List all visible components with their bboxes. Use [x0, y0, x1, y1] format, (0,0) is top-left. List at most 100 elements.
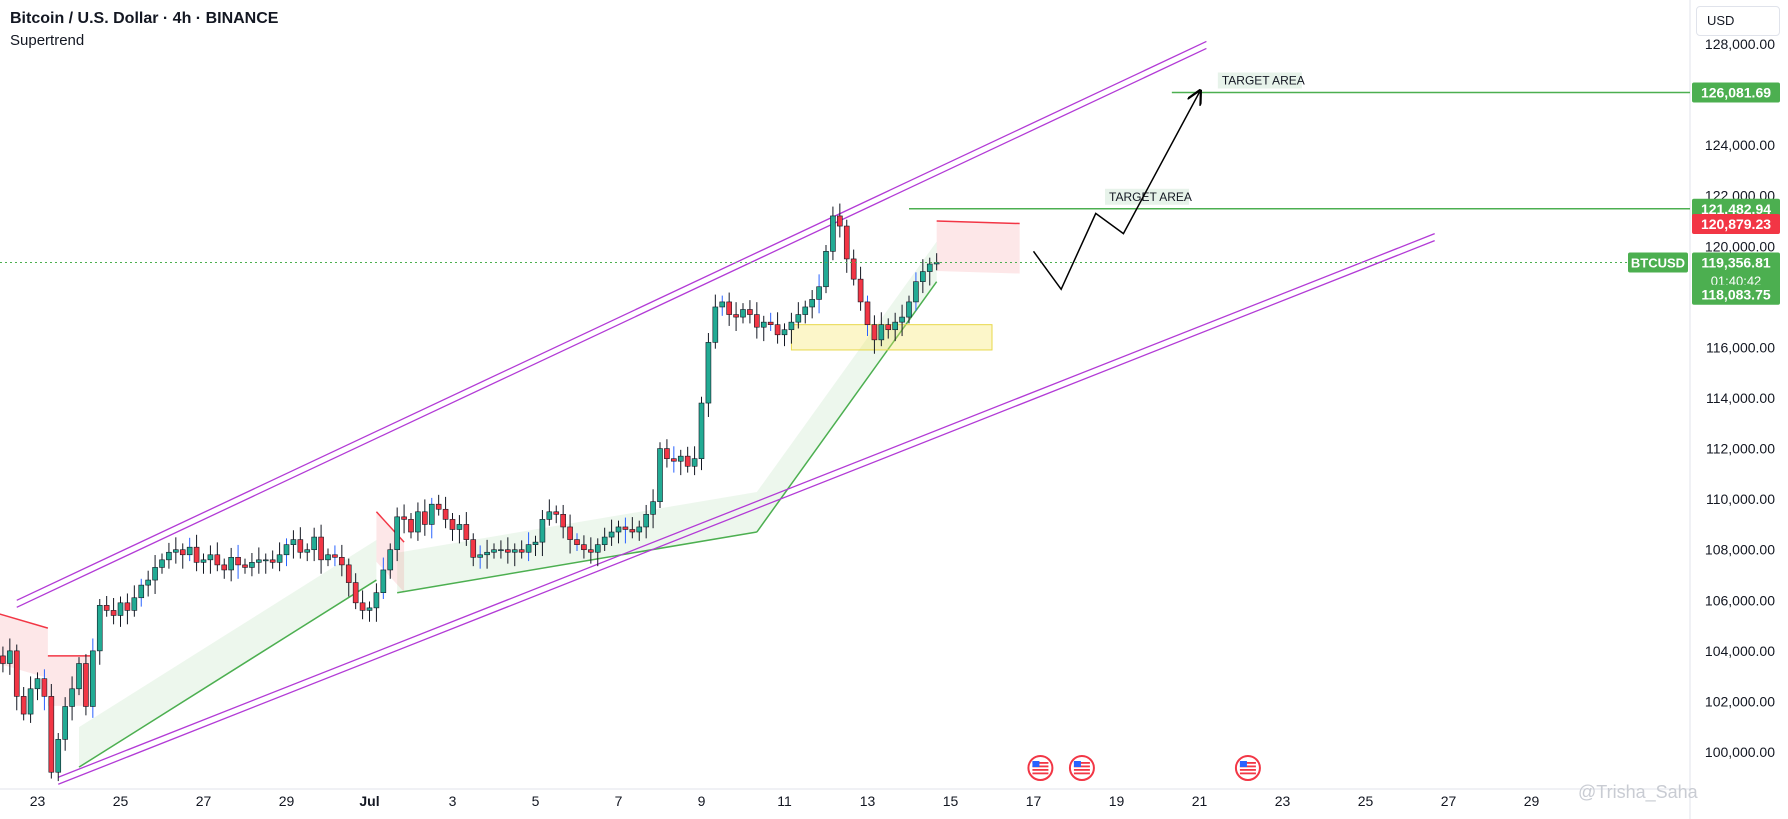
candle[interactable] — [864, 295, 871, 337]
candle[interactable] — [567, 514, 573, 554]
candle[interactable] — [96, 599, 103, 665]
candle[interactable] — [131, 585, 138, 617]
candle[interactable] — [726, 292, 732, 326]
candle[interactable] — [145, 570, 151, 597]
candle[interactable] — [124, 593, 131, 625]
candle[interactable] — [186, 537, 193, 562]
candle[interactable] — [235, 544, 241, 579]
candle[interactable] — [83, 654, 89, 716]
candle[interactable] — [629, 517, 636, 539]
candle[interactable] — [760, 315, 767, 342]
candle[interactable] — [449, 513, 456, 541]
candle[interactable] — [62, 697, 68, 751]
candle[interactable] — [193, 534, 200, 572]
candle[interactable] — [574, 533, 580, 551]
candle[interactable] — [179, 543, 186, 569]
candle[interactable] — [41, 669, 48, 711]
candle[interactable] — [588, 537, 594, 564]
candle[interactable] — [13, 644, 20, 711]
candle[interactable] — [408, 513, 414, 539]
candle[interactable] — [498, 540, 504, 559]
candle[interactable] — [76, 657, 82, 696]
price-tag[interactable]: 120,879.23 — [1692, 214, 1780, 235]
candle[interactable] — [269, 550, 276, 569]
candle[interactable] — [138, 578, 145, 607]
candle[interactable] — [525, 532, 532, 562]
price-tag[interactable]: 118,083.75 — [1692, 284, 1780, 305]
candle[interactable] — [380, 557, 387, 600]
candle[interactable] — [546, 499, 553, 526]
candle[interactable] — [657, 442, 663, 508]
candle[interactable] — [55, 733, 62, 782]
candle[interactable] — [664, 439, 670, 468]
candle[interactable] — [228, 547, 234, 582]
candle[interactable] — [311, 527, 317, 562]
us-flag-event-icon[interactable] — [1027, 755, 1054, 781]
candle[interactable] — [899, 304, 905, 337]
candle[interactable] — [719, 295, 726, 316]
candle[interactable] — [781, 323, 788, 347]
candle[interactable] — [553, 505, 560, 524]
candle[interactable] — [850, 249, 857, 286]
candle[interactable] — [767, 312, 774, 331]
candle[interactable] — [159, 553, 165, 574]
candle[interactable] — [69, 676, 75, 721]
candle[interactable] — [34, 672, 41, 701]
candle[interactable] — [754, 302, 760, 339]
us-flag-event-icon[interactable] — [1234, 755, 1261, 781]
candle[interactable] — [352, 573, 359, 610]
candle[interactable] — [103, 595, 110, 617]
candle[interactable] — [401, 504, 407, 534]
candle[interactable] — [809, 290, 815, 319]
candle[interactable] — [249, 553, 255, 577]
candle[interactable] — [221, 558, 228, 579]
candle[interactable] — [152, 555, 158, 594]
candle[interactable] — [332, 545, 338, 567]
candle[interactable] — [366, 601, 373, 622]
candle[interactable] — [788, 312, 795, 344]
candle[interactable] — [7, 638, 13, 675]
candle[interactable] — [712, 294, 719, 349]
candle[interactable] — [774, 312, 781, 344]
candle[interactable] — [913, 272, 919, 311]
candle[interactable] — [684, 446, 691, 473]
candle[interactable] — [394, 507, 400, 562]
candle[interactable] — [477, 545, 483, 569]
candle[interactable] — [373, 583, 380, 622]
candle[interactable] — [318, 524, 324, 574]
currency-button[interactable]: USD — [1696, 6, 1780, 36]
candle[interactable] — [283, 538, 290, 567]
candle[interactable] — [906, 295, 912, 324]
candle[interactable] — [608, 519, 615, 546]
candle[interactable] — [422, 499, 428, 536]
candle[interactable] — [857, 266, 864, 311]
candle[interactable] — [622, 517, 629, 544]
candle[interactable] — [532, 535, 539, 557]
candle[interactable] — [214, 542, 221, 572]
candle[interactable] — [823, 245, 829, 294]
candle[interactable] — [560, 504, 566, 539]
candle[interactable] — [200, 553, 207, 574]
candle[interactable] — [20, 687, 27, 721]
candle[interactable] — [428, 497, 435, 539]
candle[interactable] — [345, 558, 352, 597]
candle[interactable] — [276, 542, 283, 572]
candle[interactable] — [290, 530, 297, 559]
candle[interactable] — [594, 538, 601, 567]
candle[interactable] — [837, 203, 843, 238]
candle[interactable] — [470, 533, 477, 567]
candle[interactable] — [207, 545, 214, 574]
candle[interactable] — [339, 544, 345, 577]
target-price-tag[interactable]: 121,482.94 — [1692, 198, 1780, 219]
candle[interactable] — [435, 494, 442, 516]
candle[interactable] — [830, 206, 836, 261]
candle[interactable] — [816, 274, 822, 314]
candle[interactable] — [442, 496, 449, 529]
candle[interactable] — [920, 259, 926, 294]
candle[interactable] — [892, 312, 898, 342]
candle[interactable] — [415, 502, 421, 541]
candle[interactable] — [677, 449, 684, 476]
candle[interactable] — [304, 543, 311, 562]
candle[interactable] — [581, 535, 587, 559]
